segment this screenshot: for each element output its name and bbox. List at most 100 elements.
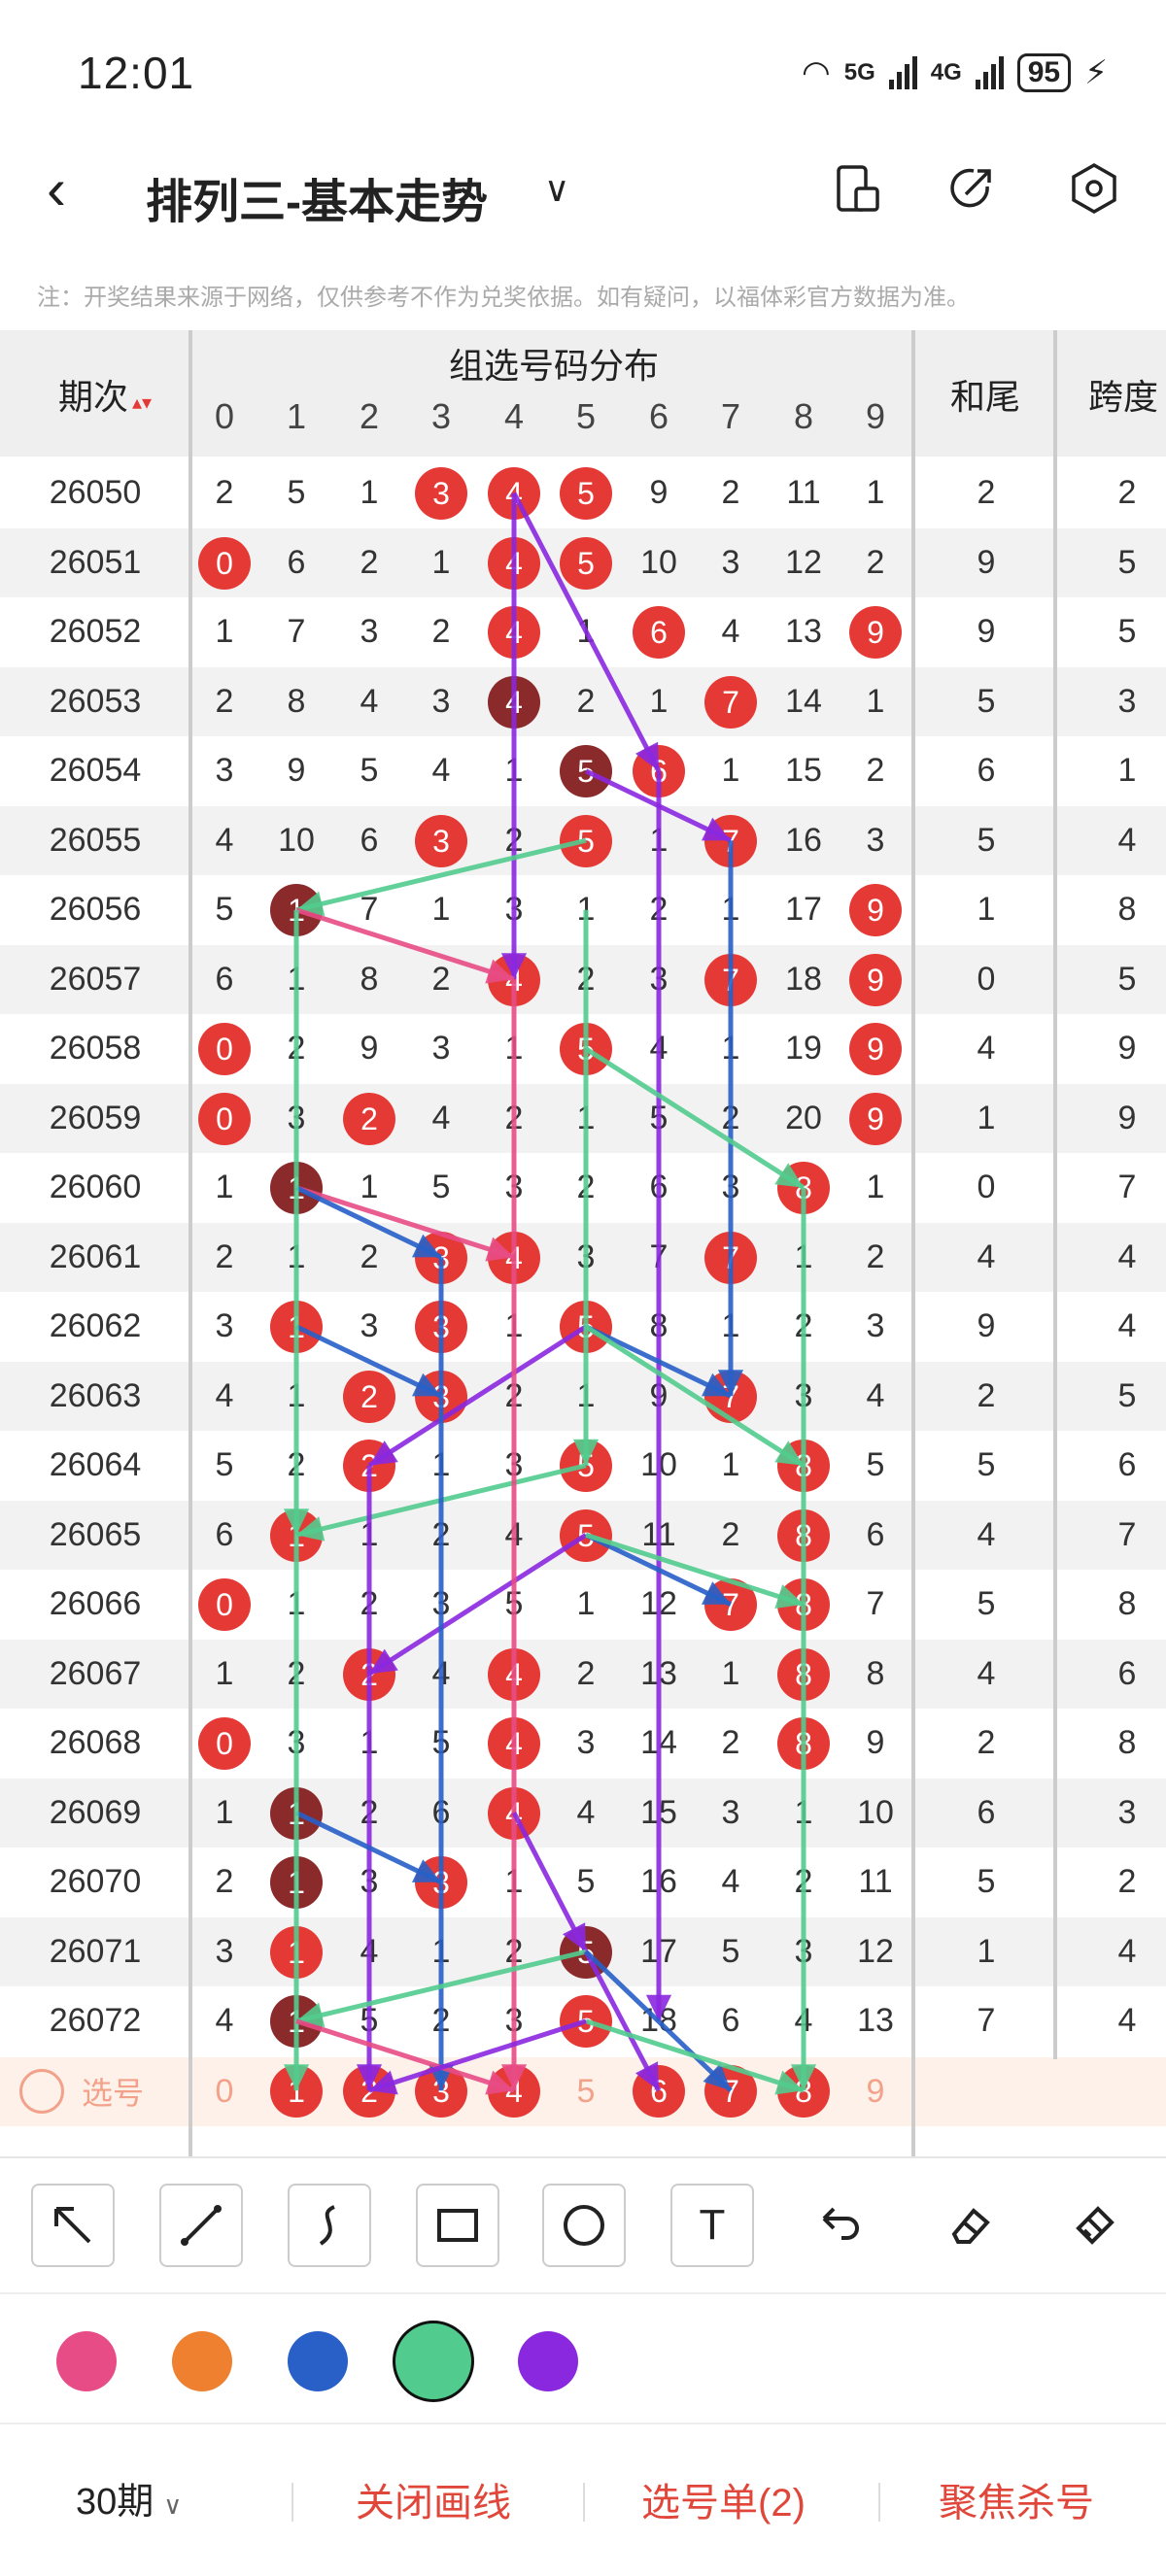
miss-count: 3 (215, 1307, 234, 1344)
hit-ball: 3 (415, 467, 467, 520)
miss-count: 5 (576, 1863, 596, 1900)
focus-kill-button[interactable]: 聚焦杀号 (939, 2482, 1094, 2525)
line-tool-icon[interactable] (159, 2184, 243, 2267)
select-number-6[interactable]: 6 (633, 2065, 685, 2118)
phone-rotate-icon[interactable] (831, 161, 885, 216)
miss-count: 2 (576, 1654, 596, 1692)
clock: 12:01 (78, 48, 195, 98)
issue-number: 26069 (49, 1793, 142, 1831)
hit-ball: 2 (343, 1092, 395, 1145)
hit-ball: 5 (560, 814, 612, 867)
digit-header-5: 5 (575, 396, 597, 436)
select-number-2[interactable]: 2 (343, 2065, 395, 2118)
miss-count: 1 (431, 891, 451, 928)
issue-number: 26057 (49, 960, 142, 998)
select-circle-icon[interactable] (19, 2069, 64, 2114)
page-title[interactable]: 排列三-基本走势 (146, 177, 488, 228)
miss-count: 2 (866, 543, 885, 581)
miss-count: 5 (504, 1585, 524, 1622)
miss-count: 3 (794, 1932, 813, 1970)
miss-count: 7 (866, 1585, 885, 1622)
hit-ball: 4 (488, 1231, 540, 1284)
span-value: 8 (1117, 1724, 1137, 1761)
digit-header-2: 2 (359, 396, 380, 436)
span-value: 9 (1117, 1099, 1137, 1136)
issue-number: 26051 (49, 543, 142, 581)
miss-count: 2 (504, 1932, 524, 1970)
miss-count: 4 (721, 1863, 740, 1900)
span-value: 3 (1117, 1793, 1137, 1831)
color-swatch-blue[interactable] (288, 2331, 348, 2391)
miss-count: 6 (649, 1169, 669, 1205)
signal-icon (888, 56, 917, 89)
table-row: 26056 5 1 7 1 3 1 2 1 17 9 1 8 (0, 875, 1166, 945)
close-drawing-button[interactable]: 关闭画线 (356, 2482, 511, 2525)
miss-count: 2 (504, 821, 524, 859)
hit-ball: 1 (270, 1786, 323, 1840)
color-swatch-pink[interactable] (56, 2331, 117, 2391)
sort-icon[interactable]: ▴▾ (132, 392, 153, 414)
miss-count: 19 (785, 1030, 822, 1067)
sum-tail-value: 5 (977, 682, 996, 720)
span-value: 5 (1117, 960, 1137, 998)
miss-count: 2 (576, 682, 596, 720)
share-icon[interactable] (944, 161, 999, 216)
miss-count: 8 (287, 682, 306, 720)
miss-count: 2 (576, 1169, 596, 1205)
text-tool-icon[interactable]: T (670, 2184, 754, 2267)
select-number-5[interactable]: 5 (576, 2073, 596, 2110)
col-sum-tail-header: 和尾 (950, 377, 1021, 417)
undo-icon[interactable] (799, 2184, 882, 2267)
table-row: 26063 4 1 2 3 2 1 9 7 3 4 2 5 (0, 1361, 1166, 1431)
miss-count: 8 (866, 1654, 885, 1692)
period-select[interactable]: 30期 ∨ (76, 2482, 183, 2523)
miss-count: 17 (640, 1932, 677, 1970)
hit-ball: 7 (704, 1370, 757, 1423)
eraser-icon[interactable] (927, 2184, 1011, 2267)
span-value: 5 (1117, 613, 1137, 650)
hit-ball: 3 (415, 1301, 467, 1353)
span-value: 7 (1117, 1515, 1137, 1553)
miss-count: 15 (640, 1793, 677, 1831)
miss-count: 3 (721, 1169, 740, 1205)
sum-tail-value: 2 (977, 1724, 996, 1761)
miss-count: 1 (287, 1237, 306, 1275)
arrow-tool-icon[interactable] (31, 2184, 115, 2267)
select-number-8[interactable]: 8 (777, 2065, 830, 2118)
select-number-9[interactable]: 9 (866, 2073, 885, 2110)
select-number-3[interactable]: 3 (415, 2065, 467, 2118)
select-number-0[interactable]: 0 (215, 2073, 234, 2110)
miss-count: 4 (649, 1030, 669, 1067)
miss-count: 1 (287, 960, 306, 998)
back-icon[interactable]: ‹ (47, 156, 66, 221)
curve-tool-icon[interactable] (288, 2184, 371, 2267)
miss-count: 11 (641, 1515, 676, 1553)
ticket-list-button[interactable]: 选号单(2) (641, 2482, 806, 2525)
settings-icon[interactable] (1067, 161, 1121, 216)
sum-tail-value: 6 (977, 1793, 996, 1831)
circle-tool-icon[interactable] (542, 2184, 626, 2267)
miss-count: 1 (360, 1515, 379, 1553)
rectangle-tool-icon[interactable] (416, 2184, 499, 2267)
chevron-down-icon[interactable]: ∨ (544, 169, 570, 209)
miss-count: 2 (360, 1237, 379, 1275)
table-row: 26059 0 3 2 4 2 1 5 2 20 9 1 9 (0, 1083, 1166, 1153)
hit-ball: 1 (270, 1508, 323, 1562)
issue-number: 26064 (49, 1446, 142, 1483)
select-number-1[interactable]: 1 (270, 2065, 323, 2118)
select-number-4[interactable]: 4 (488, 2065, 540, 2118)
issue-number: 26060 (49, 1169, 142, 1205)
miss-count: 6 (287, 543, 306, 581)
color-swatch-orange[interactable] (172, 2331, 232, 2391)
span-value: 6 (1117, 1446, 1137, 1483)
digit-header-9: 9 (865, 396, 886, 436)
miss-count: 4 (215, 2002, 234, 2039)
clear-brush-icon[interactable] (1053, 2184, 1137, 2267)
miss-count: 4 (866, 1376, 885, 1414)
select-number-7[interactable]: 7 (704, 2065, 757, 2118)
col-issue-header[interactable]: 期次 ▴▾ (58, 377, 153, 417)
color-swatch-purple[interactable] (518, 2331, 578, 2391)
color-swatch-green[interactable] (393, 2321, 474, 2402)
